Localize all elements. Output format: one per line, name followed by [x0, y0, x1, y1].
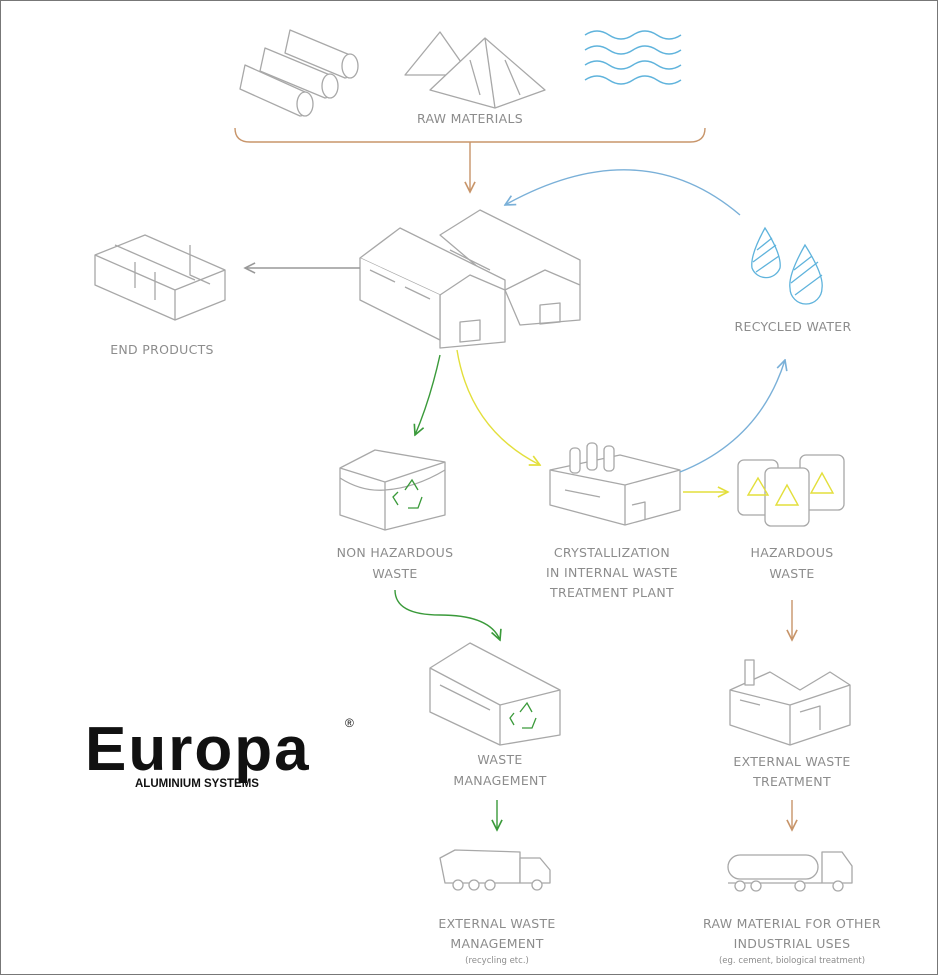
- logo-registered: ®: [345, 716, 354, 730]
- diagram: RAW MATERIALS END PRODUCTS RECYCLED WATE…: [0, 0, 938, 975]
- haz-label: WASTE: [769, 566, 814, 581]
- ewm-label: EXTERNAL WASTE: [438, 916, 555, 931]
- ewm-label: MANAGEMENT: [450, 936, 543, 951]
- nonhaz-label: NON HAZARDOUS: [337, 545, 454, 560]
- cryst-label: TREATMENT PLANT: [549, 585, 674, 600]
- cryst-label: CRYSTALLIZATION: [554, 545, 670, 560]
- logo-wordmark: Europa: [85, 715, 311, 784]
- end-label: END PRODUCTS: [110, 342, 214, 357]
- cryst-label: IN INTERNAL WASTE: [546, 565, 678, 580]
- ewm-note: (recycling etc.): [465, 956, 529, 966]
- ewt-label: EXTERNAL WASTE: [733, 754, 850, 769]
- raw-label: RAW MATERIALS: [417, 111, 523, 126]
- rmo-label: RAW MATERIAL FOR OTHER: [703, 916, 881, 931]
- water-label: RECYCLED WATER: [735, 319, 852, 334]
- ewt-label: TREATMENT: [752, 774, 831, 789]
- haz-label: HAZARDOUS: [751, 545, 834, 560]
- wm-label: MANAGEMENT: [453, 773, 546, 788]
- nonhaz-label: WASTE: [372, 566, 417, 581]
- bin-icon: [340, 450, 445, 530]
- rmo-note: (eg. cement, biological treatment): [719, 956, 865, 966]
- logo-tagline: ALUMINIUM SYSTEMS: [135, 778, 259, 790]
- wm-label: WASTE: [477, 752, 522, 767]
- rmo-label: INDUSTRIAL USES: [734, 936, 851, 951]
